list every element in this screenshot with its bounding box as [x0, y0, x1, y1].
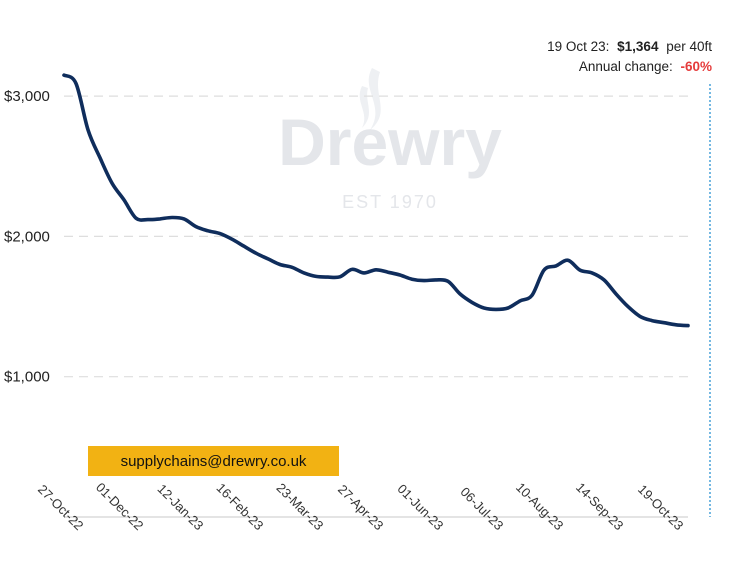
- annotation-change-line: Annual change: -60%: [579, 59, 712, 74]
- x-tick-label: 10-Aug-23: [513, 480, 567, 534]
- x-tick-label: 19-Oct-23: [635, 482, 686, 533]
- y-tick-label: $3,000: [4, 88, 50, 105]
- annotation-change-value: -60%: [680, 59, 712, 74]
- x-tick-label: 01-Dec-22: [93, 480, 147, 534]
- series-layer: [62, 73, 690, 328]
- watermark: Drewry EST 1970: [278, 68, 502, 212]
- x-tick-label: 23-Mar-23: [273, 480, 326, 533]
- x-tick-label: 16-Feb-23: [213, 480, 266, 533]
- watermark-brand: Drewry: [278, 105, 502, 179]
- x-tick-label: 27-Apr-23: [335, 482, 386, 533]
- x-tick-label: 06-Jul-23: [458, 484, 507, 533]
- x-tick-label: 27-Oct-22: [35, 482, 86, 533]
- annotation-date: 19 Oct 23:: [547, 39, 609, 54]
- contact-email-badge: supplychains@drewry.co.uk: [88, 446, 339, 476]
- x-tick-label: 01-Jun-23: [394, 481, 446, 533]
- annotation-unit: per 40ft: [666, 39, 712, 54]
- contact-email: supplychains@drewry.co.uk: [120, 452, 307, 470]
- series-line: [62, 73, 690, 328]
- annotation-value: $1,364: [617, 39, 659, 54]
- x-tick-label: 12-Jan-23: [154, 481, 206, 533]
- y-tick-label: $2,000: [4, 228, 50, 245]
- y-tick-label: $1,000: [4, 369, 50, 386]
- x-tick-label: 14-Sep-23: [573, 480, 627, 534]
- watermark-est: EST 1970: [342, 192, 438, 212]
- annotation-change-label: Annual change:: [579, 59, 673, 74]
- annotation-value-line: 19 Oct 23: $1,364 per 40ft: [547, 39, 712, 54]
